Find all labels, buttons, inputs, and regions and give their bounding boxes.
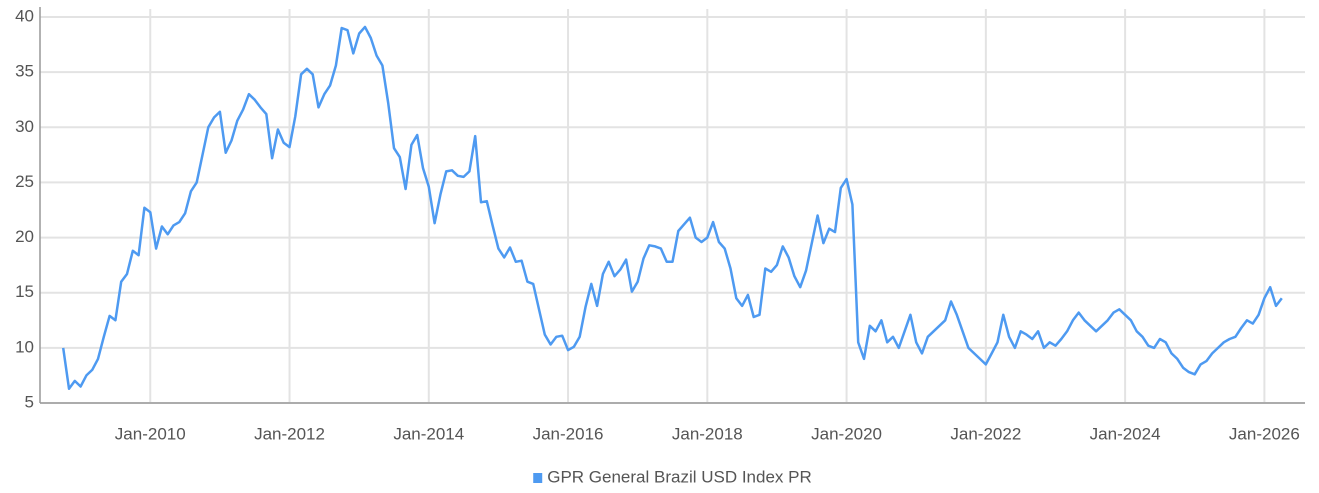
y-tick-label: 30 (15, 117, 34, 136)
x-tick-label: Jan-2014 (393, 424, 464, 443)
x-tick-label: Jan-2026 (1229, 424, 1300, 443)
y-tick-label: 10 (15, 337, 34, 356)
x-tick-label: Jan-2020 (811, 424, 882, 443)
legend-swatch (533, 473, 543, 483)
y-tick-label: 25 (15, 172, 34, 191)
x-tick-label: Jan-2022 (950, 424, 1021, 443)
x-tick-label: Jan-2016 (533, 424, 604, 443)
x-tick-label: Jan-2012 (254, 424, 325, 443)
y-tick-label: 5 (25, 392, 34, 411)
y-tick-label: 20 (15, 227, 34, 246)
x-tick-label: Jan-2018 (672, 424, 743, 443)
x-tick-label: Jan-2010 (115, 424, 186, 443)
y-tick-label: 35 (15, 62, 34, 81)
x-tick-label: Jan-2024 (1090, 424, 1161, 443)
legend-label: GPR General Brazil USD Index PR (547, 467, 812, 486)
series-line (61, 25, 1283, 390)
y-tick-label: 40 (15, 6, 34, 25)
y-tick-label: 15 (15, 282, 34, 301)
